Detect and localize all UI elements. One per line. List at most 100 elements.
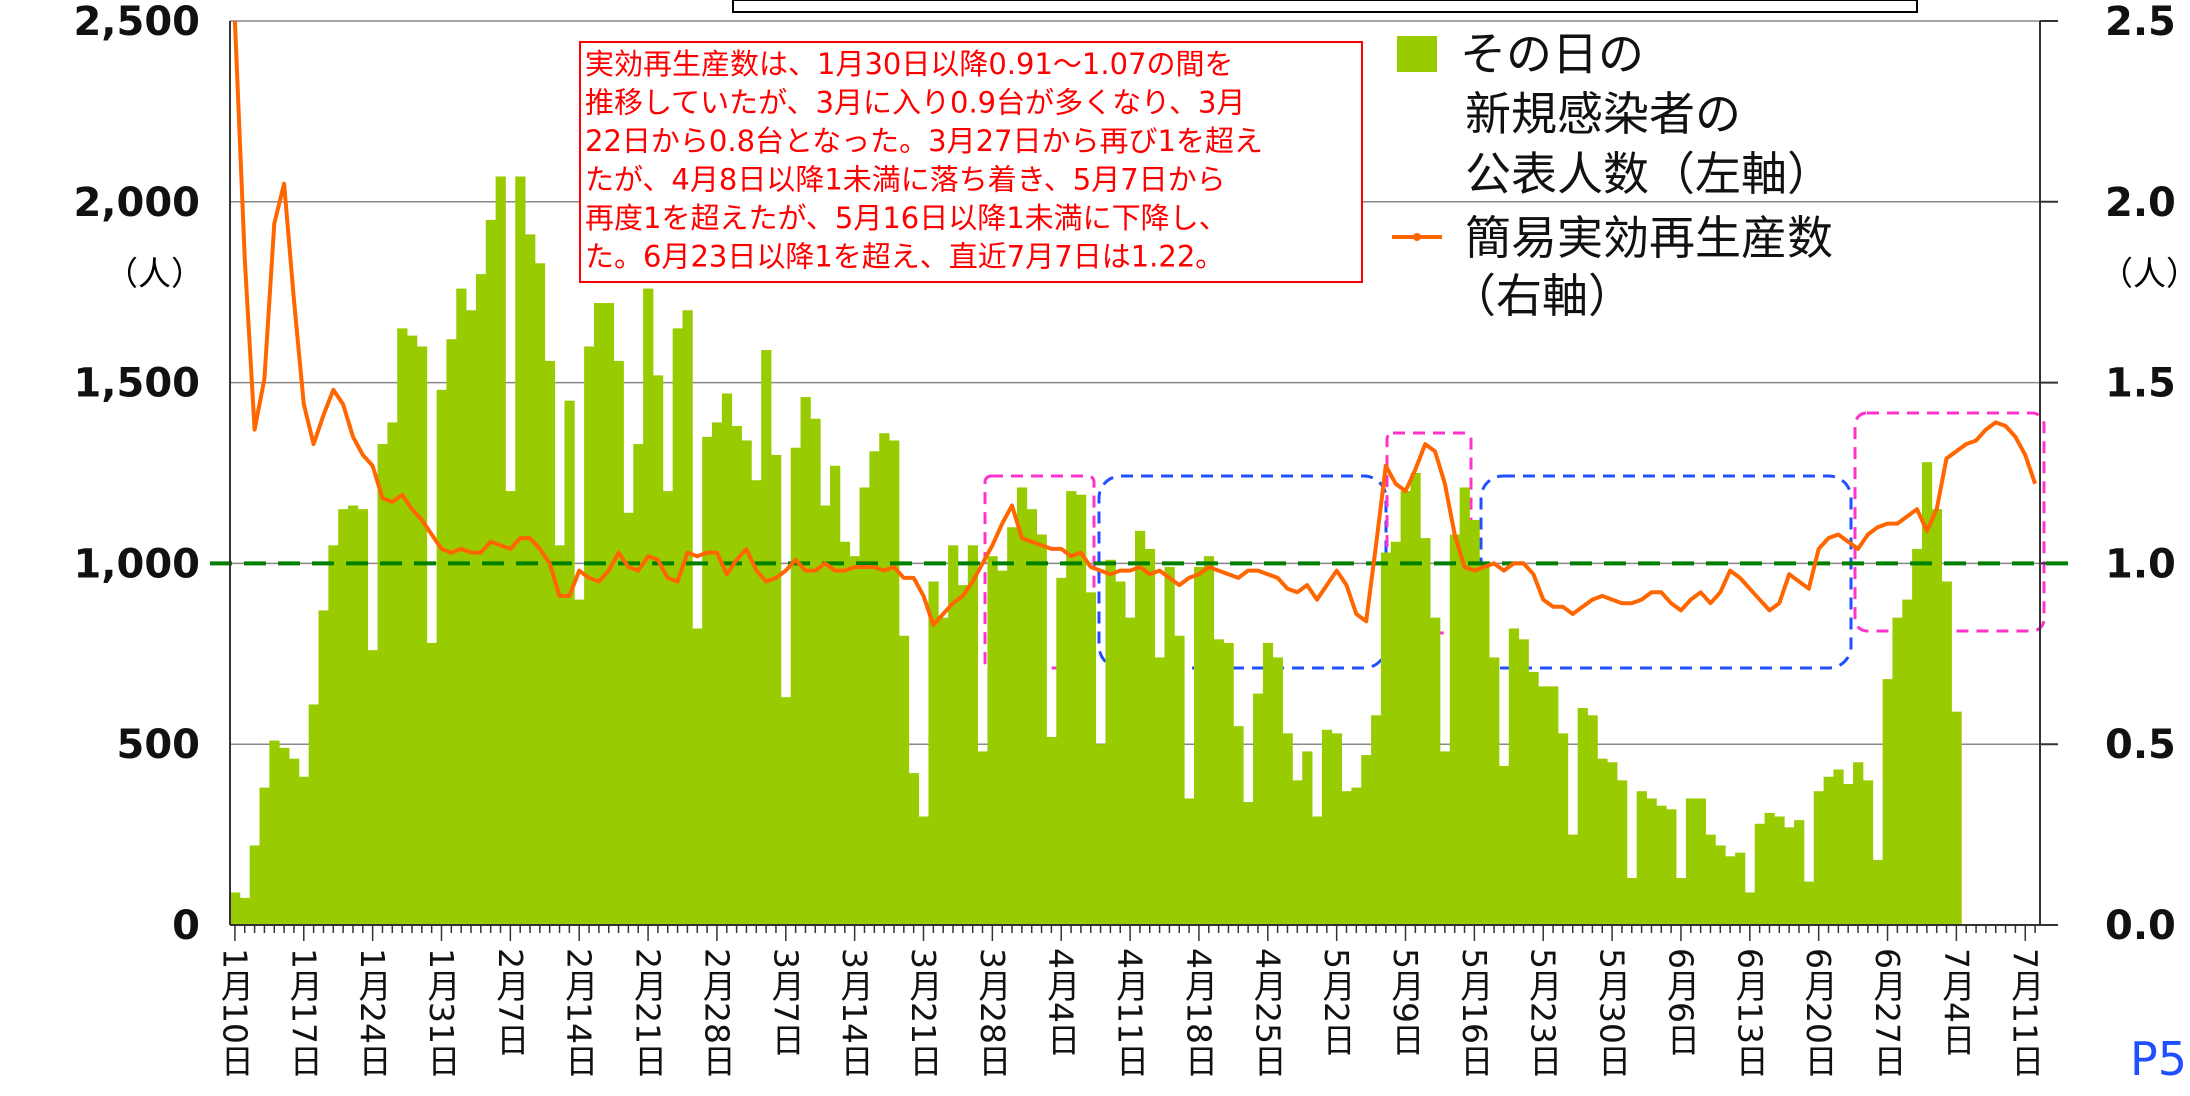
x-tick-label: 3月7日 <box>766 948 805 1056</box>
bar <box>741 440 752 925</box>
x-tick-label: 5月30日 <box>1593 948 1632 1077</box>
bar <box>1754 823 1765 925</box>
bar <box>1420 538 1431 925</box>
bar <box>1695 798 1706 925</box>
bar <box>1213 639 1224 925</box>
bar <box>377 444 388 925</box>
annotation-line: 実効再生産数は、1月30日以降0.91～1.07の間を <box>585 47 1234 81</box>
bar <box>1892 617 1903 925</box>
bar <box>1174 635 1185 925</box>
y2-tick-label: 1.0 <box>2105 541 2176 587</box>
bar <box>525 234 536 925</box>
bar <box>918 816 929 925</box>
bar <box>938 617 949 925</box>
bar <box>1164 567 1175 925</box>
bar <box>436 389 447 925</box>
bar <box>1843 783 1854 925</box>
bar <box>1430 617 1441 925</box>
bar <box>289 758 300 925</box>
bar <box>1567 834 1579 925</box>
bar <box>338 509 349 925</box>
y2-axis-label: （人） <box>2100 254 2190 293</box>
bar <box>1813 791 1824 925</box>
annotation-line: たが、4月8日以降1未満に落ち着き、5月7日から <box>585 163 1226 197</box>
bar <box>987 556 998 925</box>
bar <box>662 491 674 925</box>
bar <box>1931 509 1943 925</box>
bar <box>416 346 428 925</box>
line <box>232 20 2037 627</box>
bar <box>633 444 644 925</box>
y-axis-label: （人） <box>105 254 204 293</box>
x-tick-label: 7月11日 <box>2006 948 2045 1077</box>
bar <box>1095 744 1106 925</box>
bar <box>1607 762 1618 925</box>
bar <box>643 288 654 926</box>
bar <box>712 422 723 925</box>
x-tick-label: 5月16日 <box>1455 948 1494 1077</box>
bar <box>1489 657 1500 925</box>
bar <box>1036 534 1047 925</box>
bar <box>1233 726 1244 925</box>
bar <box>1538 686 1549 925</box>
bar <box>544 360 556 925</box>
bar <box>1253 693 1264 925</box>
x-tick-label: 5月23日 <box>1524 948 1563 1077</box>
bar <box>869 451 880 925</box>
bar <box>1056 577 1067 925</box>
x-tick-label: 4月25日 <box>1248 948 1287 1077</box>
bar <box>1774 816 1785 925</box>
bar <box>1508 628 1520 925</box>
bar <box>1685 798 1697 925</box>
note-box <box>732 0 1918 13</box>
bar <box>1617 780 1628 925</box>
bar <box>613 360 624 925</box>
legend-swatch <box>1397 36 1437 72</box>
bar <box>800 397 811 926</box>
bar <box>1380 552 1392 925</box>
bar <box>1557 733 1569 925</box>
x-tick-label: 6月13日 <box>1730 948 1769 1077</box>
highlight-box <box>1853 411 2046 633</box>
bar <box>898 635 910 925</box>
bar <box>1862 780 1874 925</box>
x-tick-label: 3月21日 <box>904 948 943 1077</box>
bar <box>1941 581 1952 925</box>
x-tick-label: 3月14日 <box>835 948 874 1077</box>
bar <box>1243 802 1254 925</box>
bar <box>1479 563 1490 925</box>
bar <box>1066 491 1077 925</box>
bar <box>1902 599 1913 925</box>
bar <box>1577 708 1588 925</box>
bar <box>1410 473 1421 925</box>
bar <box>328 545 339 925</box>
bar <box>407 335 418 925</box>
y-tick-label: 0 <box>172 903 200 949</box>
bar <box>1203 556 1215 925</box>
bar <box>1469 520 1480 925</box>
bar <box>810 418 821 925</box>
bar <box>239 897 251 925</box>
bar <box>1823 776 1834 925</box>
bar <box>554 545 565 925</box>
bar <box>623 512 634 925</box>
bar <box>1636 791 1647 925</box>
bar <box>269 740 280 925</box>
bar <box>1764 812 1775 925</box>
x-tick-label: 6月27日 <box>1868 948 1907 1077</box>
bar <box>908 773 919 925</box>
bar <box>298 776 310 925</box>
bar <box>967 545 979 925</box>
bar <box>997 570 1008 925</box>
bar <box>1676 877 1687 925</box>
y2-tick-label: 1.5 <box>2105 361 2176 407</box>
bar <box>682 310 693 925</box>
bar <box>308 704 319 925</box>
bar <box>446 339 457 925</box>
bar <box>279 747 290 925</box>
bar <box>839 541 851 925</box>
bar <box>721 393 733 925</box>
bar <box>928 581 939 925</box>
legend-label: その日の <box>1460 27 1644 81</box>
bar <box>593 303 605 926</box>
